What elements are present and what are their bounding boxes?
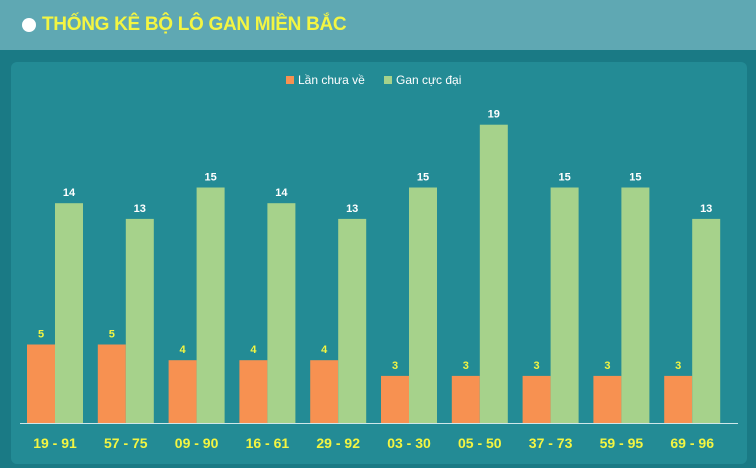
data-label-2-2: 13 <box>134 203 146 215</box>
data-label-1-10: 3 <box>675 360 681 372</box>
data-label-2-1: 14 <box>63 187 76 199</box>
bar-1-6 <box>381 375 409 423</box>
bar-1-8 <box>522 375 551 423</box>
data-label-2-3: 15 <box>204 172 216 184</box>
data-label-1-7: 3 <box>463 360 469 372</box>
legend-swatch-1 <box>286 76 294 84</box>
x-tick-label-4: 16 - 61 <box>246 435 290 451</box>
data-label-2-7: 19 <box>488 109 500 121</box>
data-label-2-8: 15 <box>558 172 570 184</box>
bar-1-1 <box>27 344 55 423</box>
legend-label-1: Lần chưa về <box>298 73 365 87</box>
bar-2-5 <box>338 218 367 423</box>
legend-label-2: Gan cực đại <box>396 73 461 87</box>
data-label-1-9: 3 <box>604 360 610 372</box>
page-title: THỐNG KÊ BỘ LÔ GAN MIỀN BẮC <box>42 14 347 35</box>
x-tick-label-5: 29 - 92 <box>316 435 360 451</box>
header: THỐNG KÊ BỘ LÔ GAN MIỀN BẮC <box>0 0 756 50</box>
x-tick-label-7: 05 - 50 <box>458 435 502 451</box>
data-label-1-1: 5 <box>38 329 44 341</box>
data-label-2-4: 14 <box>275 187 288 199</box>
data-label-2-9: 15 <box>629 172 641 184</box>
data-label-2-6: 15 <box>417 172 429 184</box>
x-tick-label-3: 09 - 90 <box>175 435 219 451</box>
bullet-icon <box>22 18 36 32</box>
bar-1-5 <box>310 360 339 423</box>
data-label-1-3: 4 <box>180 344 187 356</box>
bar-2-9 <box>621 187 650 423</box>
bar-2-8 <box>550 187 579 423</box>
bar-2-4 <box>267 203 296 423</box>
x-tick-label-6: 03 - 30 <box>387 435 431 451</box>
x-tick-label-1: 19 - 91 <box>33 435 77 451</box>
x-tick-label-2: 57 - 75 <box>104 435 148 451</box>
bar-1-7 <box>451 375 480 423</box>
data-label-1-2: 5 <box>109 329 115 341</box>
bar-1-2 <box>97 344 126 423</box>
x-tick-label-8: 37 - 73 <box>529 435 573 451</box>
x-tick-label-9: 59 - 95 <box>600 435 644 451</box>
data-label-1-5: 4 <box>321 344 328 356</box>
bar-2-3 <box>196 187 225 423</box>
bar-1-4 <box>239 360 268 423</box>
bar-2-1 <box>55 203 83 423</box>
data-label-1-6: 3 <box>392 360 398 372</box>
data-label-1-4: 4 <box>250 344 257 356</box>
bar-2-10 <box>692 218 721 423</box>
bar-1-10 <box>664 375 693 423</box>
legend-swatch-2 <box>384 76 392 84</box>
bar-1-9 <box>593 375 622 423</box>
x-tick-label-10: 69 - 96 <box>670 435 714 451</box>
bar-2-7 <box>479 124 508 423</box>
bar-1-3 <box>168 360 197 423</box>
data-label-2-5: 13 <box>346 203 358 215</box>
bar-2-2 <box>125 218 154 423</box>
data-label-1-8: 3 <box>534 360 540 372</box>
bar-2-6 <box>409 187 437 423</box>
data-label-2-10: 13 <box>700 203 712 215</box>
